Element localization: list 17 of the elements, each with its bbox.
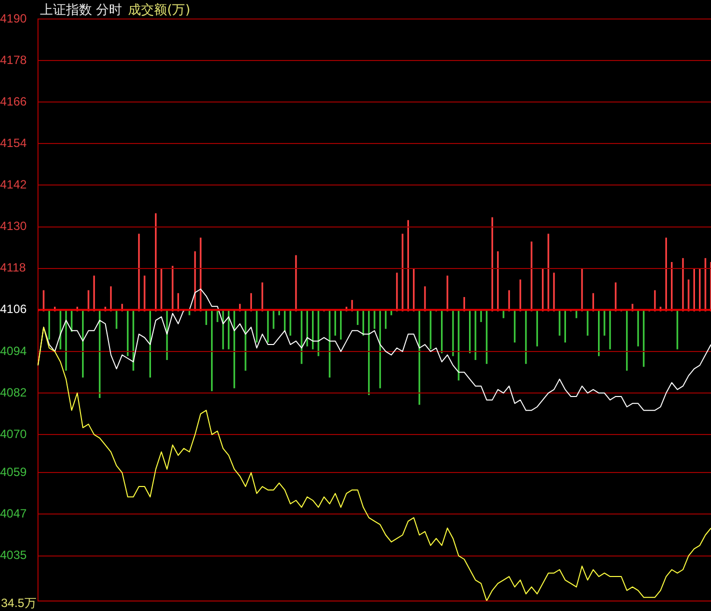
y-tick-label: 4059 [0, 464, 28, 479]
y-tick-label: 4178 [0, 52, 28, 67]
y-tick-label: 4190 [0, 11, 28, 26]
chart-title: 上证指数 分时 [40, 3, 122, 18]
text: 34.5万 [1, 595, 36, 611]
y-tick-label: 4070 [0, 426, 28, 441]
y-tick-label: 4082 [0, 385, 28, 400]
chart-subtitle: 成交额(万) [128, 3, 190, 18]
y-tick-label: 4154 [0, 136, 28, 150]
y-tick-label: 4130 [0, 219, 28, 234]
y-tick-label: 4035 [0, 548, 28, 562]
y-tick-label: 4166 [0, 94, 28, 108]
y-tick-label: 4047 [0, 506, 28, 521]
y-tick-label: 4094 [0, 344, 28, 358]
y-tick-label: 4142 [0, 178, 28, 192]
y-tick-label: 4106 [0, 302, 28, 316]
y-tick-label: 4118 [0, 260, 26, 275]
